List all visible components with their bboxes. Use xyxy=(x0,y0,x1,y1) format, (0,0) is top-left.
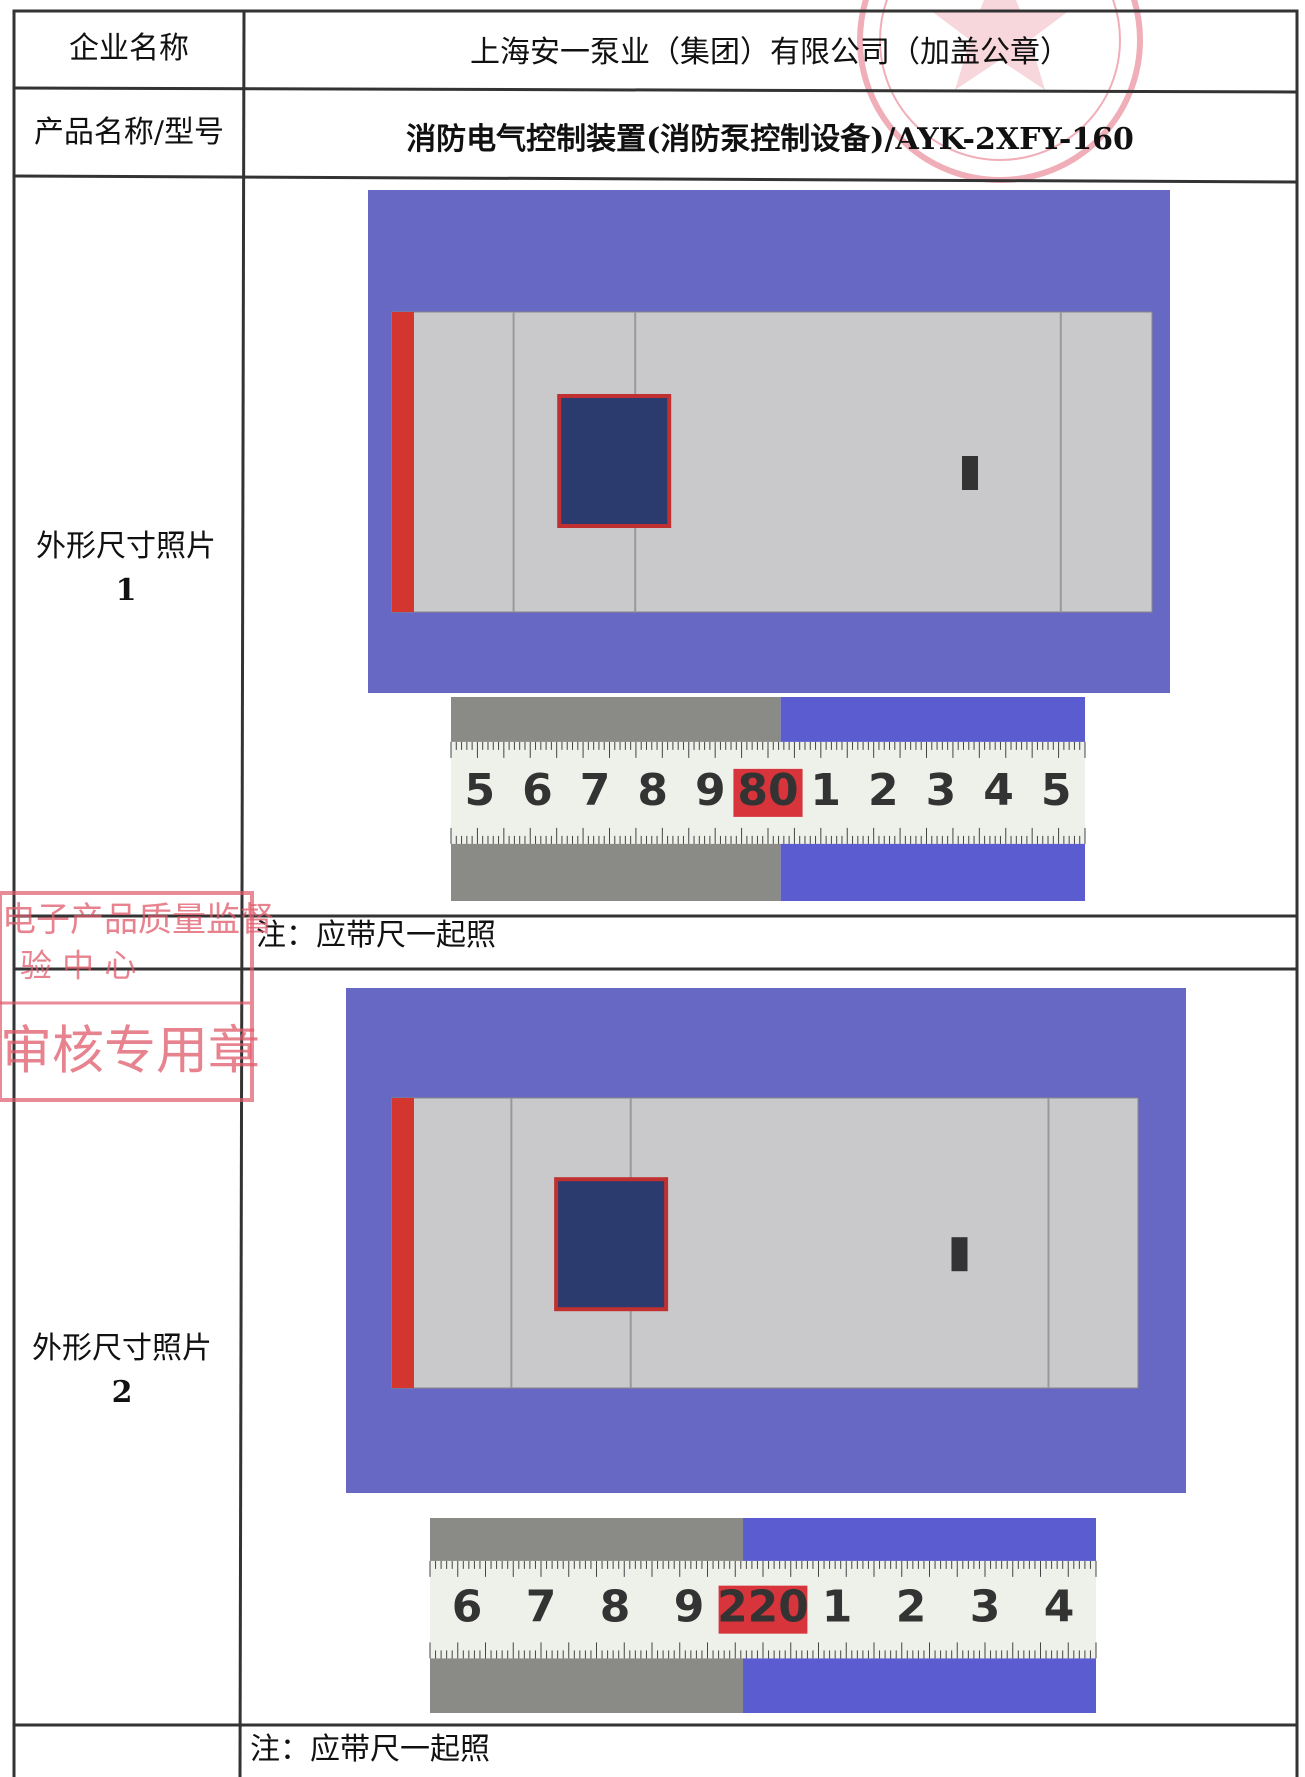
row-label: 企业名称 xyxy=(69,31,189,66)
ruler-label: 8 xyxy=(600,1582,631,1633)
ruler-label: 80 xyxy=(737,765,798,816)
photo-note: 注：应带尺一起照 xyxy=(256,918,496,953)
ruler-label: 6 xyxy=(452,1582,483,1633)
ruler-label: 7 xyxy=(580,765,611,816)
ruler-label: 9 xyxy=(695,765,726,816)
cabinet-handle xyxy=(962,456,978,490)
photo-number: 1 xyxy=(116,573,137,608)
ruler-label: 3 xyxy=(970,1582,1001,1633)
ruler-label: 2 xyxy=(868,765,899,816)
ruler-label: 1 xyxy=(822,1582,853,1633)
ruler-label: 4 xyxy=(983,765,1014,816)
ruler-label: 8 xyxy=(637,765,668,816)
photo-label: 外形尺寸照片 xyxy=(36,529,216,564)
ruler-highlight xyxy=(718,1585,808,1634)
stamp-line: 电子产品质量监督 xyxy=(2,900,274,940)
cabinet xyxy=(391,1097,1139,1389)
ruler-label: 7 xyxy=(526,1582,557,1633)
ruler-label: 220 xyxy=(717,1582,809,1633)
ruler-label: 6 xyxy=(522,765,553,816)
audit-stamp: 电子产品质量监督 验 中 心 审核专用章 xyxy=(0,891,274,1102)
ruler-label: 3 xyxy=(926,765,957,816)
ruler-label: 2 xyxy=(896,1582,927,1633)
cabinet-stripe xyxy=(392,312,414,612)
row-label: 产品名称/型号 xyxy=(34,115,224,150)
photo-note: 注：应带尺一起照 xyxy=(250,1732,490,1767)
control-panel xyxy=(554,1177,669,1312)
stamp-line: 验 中 心 xyxy=(20,947,136,985)
row-value: 上海安一泵业（集团）有限公司（加盖公章） xyxy=(470,35,1070,70)
ruler-label: 5 xyxy=(1041,765,1072,816)
ruler-highlight xyxy=(733,768,803,817)
photo-number: 2 xyxy=(112,1375,133,1410)
row-value: 消防电气控制装置(消防泵控制设备)/AYK-2XFY-160 xyxy=(406,122,1134,157)
cabinet xyxy=(391,311,1153,613)
cabinet-stripe xyxy=(392,1098,414,1388)
photo-label: 外形尺寸照片 xyxy=(32,1331,212,1366)
ruler-label: 5 xyxy=(465,765,496,816)
control-panel xyxy=(557,394,672,528)
cabinet-handle xyxy=(951,1237,968,1272)
photos: 5 6 7 8 9 80 1 2 3 4 56 7 8 9 220 1 2 3 4 xyxy=(346,190,1186,1713)
ruler-label: 9 xyxy=(674,1582,705,1633)
stamp-line: 审核专用章 xyxy=(0,1022,260,1082)
ruler-label: 1 xyxy=(810,765,841,816)
ruler-label: 4 xyxy=(1044,1582,1075,1633)
